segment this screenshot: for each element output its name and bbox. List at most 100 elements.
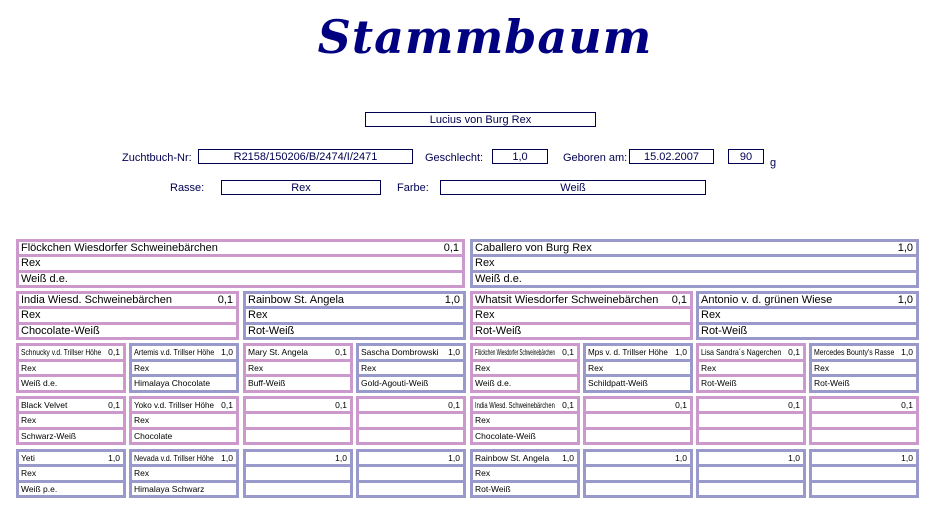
ancestor-farbe-field[interactable]: Rot-Weiß (699, 377, 803, 391)
ancestor-rasse-field[interactable]: Rex (19, 414, 123, 427)
ancestor-farbe-field[interactable] (699, 429, 803, 442)
ancestor-name-field[interactable]: Mercedes Bounty's Rasse 1,0 (812, 346, 916, 359)
ancestor-name-field[interactable]: Schnucky v.d. Trillser Höhe 0,1 (19, 346, 123, 359)
ancestor-rasse-field[interactable]: Rex (19, 361, 123, 375)
ancestor-farbe-field[interactable] (812, 482, 916, 495)
ancestor-rasse-field[interactable] (699, 414, 803, 427)
ancestor-name-field[interactable]: Mps v. d. Trillser Höhe 1,0 (586, 346, 690, 359)
ancestor-farbe-field[interactable]: Chocolate-Weiß (473, 429, 577, 442)
ancestor-rasse-field[interactable] (699, 467, 803, 480)
ancestor-rasse-field[interactable]: Rex (699, 309, 916, 322)
ancestor-farbe-field[interactable]: Rot-Weiß (699, 324, 916, 337)
ancestor-farbe-field[interactable]: Rot-Weiß (473, 324, 690, 337)
ancestor-rasse-field[interactable]: Rex (132, 361, 236, 375)
ancestor-name-field[interactable]: 0,1 (699, 399, 803, 412)
ancestor-farbe-field[interactable] (699, 482, 803, 495)
ancestor-rasse-field[interactable]: Rex (359, 361, 463, 375)
ancestor-name-field[interactable]: Yeti 1,0 (19, 452, 123, 465)
ancestor-rasse-field[interactable]: Rex (246, 309, 463, 322)
ancestor-farbe-field[interactable]: Gold-Agouti-Weiß (359, 377, 463, 391)
ancestor-name-field[interactable]: Lisa Sandra´s Nagerchen 0,1 (699, 346, 803, 359)
ancestor-name-field[interactable]: 0,1 (359, 399, 463, 412)
ancestor-name-field[interactable]: Antonio v. d. grünen Wiese 1,0 (699, 294, 916, 307)
ancestor-name-field[interactable]: 1,0 (359, 452, 463, 465)
ancestor-farbe-field[interactable] (586, 429, 690, 442)
ancestor-rasse-field[interactable] (359, 414, 463, 427)
ancestor-rasse-field[interactable]: Rex (473, 257, 916, 270)
gewicht-field[interactable]: 90 (728, 149, 764, 164)
ancestor-farbe-field[interactable]: Rot-Weiß (473, 482, 577, 495)
ancestor-farbe-field[interactable] (246, 429, 350, 442)
ancestor-farbe-field[interactable]: Himalaya Chocolate (132, 377, 236, 391)
ancestor-farbe-field[interactable]: Chocolate (132, 429, 236, 442)
farbe-field[interactable]: Weiß (440, 180, 706, 195)
ancestor-name-field[interactable]: 1,0 (586, 452, 690, 465)
ancestor-box: Caballero von Burg Rex 1,0 Rex Weiß d.e. (470, 239, 919, 288)
ancestor-rasse-field[interactable]: Rex (699, 361, 803, 375)
ancestor-name-field[interactable]: 1,0 (812, 452, 916, 465)
ancestor-rasse-field[interactable] (812, 467, 916, 480)
ancestor-name-field[interactable]: Flöckchen Wiesdorfer Schweinebärchen 0,1 (473, 346, 577, 359)
ancestor-rasse-field[interactable]: Rex (19, 309, 236, 322)
ancestor-rasse-field[interactable]: Rex (19, 257, 462, 270)
ancestor-farbe-field[interactable]: Weiß d.e. (19, 377, 123, 391)
ancestor-farbe-field[interactable] (359, 482, 463, 495)
ancestor-rasse-field[interactable]: Rex (473, 414, 577, 427)
ancestor-box: Rainbow St. Angela 1,0 Rex Rot-Weiß (470, 449, 580, 498)
ancestor-name-field[interactable]: Sascha Dombrowski 1,0 (359, 346, 463, 359)
ancestor-farbe-field[interactable]: Schildpatt-Weiß (586, 377, 690, 391)
ancestor-farbe-field[interactable]: Himalaya Schwarz (132, 482, 236, 495)
ancestor-rasse-field[interactable] (586, 414, 690, 427)
ancestor-name-field[interactable]: India Wiesd. Schweinebärchen 0,1 (473, 399, 577, 412)
ancestor-farbe-field[interactable]: Weiß d.e. (473, 272, 916, 285)
ancestor-name-field[interactable]: Nevada v.d. Trillser Höhe 1,0 (132, 452, 236, 465)
ancestor-farbe-field[interactable]: Chocolate-Weiß (19, 324, 236, 337)
ancestor-farbe-field[interactable]: Weiß d.e. (473, 377, 577, 391)
ancestor-name-field[interactable]: 0,1 (586, 399, 690, 412)
ancestor-farbe-field[interactable] (586, 482, 690, 495)
ancestor-rasse-field[interactable]: Rex (132, 467, 236, 480)
ancestor-rasse-field[interactable]: Rex (473, 361, 577, 375)
ancestor-rasse-field[interactable]: Rex (473, 467, 577, 480)
ancestor-rasse-field[interactable] (246, 414, 350, 427)
ancestor-name-field[interactable]: Black Velvet 0,1 (19, 399, 123, 412)
ancestor-name-field[interactable]: Whatsit Wiesdorfer Schweinebärchen 0,1 (473, 294, 690, 307)
ancestor-rasse-field[interactable]: Rex (812, 361, 916, 375)
ancestor-sex: 0,1 (446, 399, 460, 411)
ancestor-name-field[interactable]: Flöckchen Wiesdorfer Schweinebärchen 0,1 (19, 242, 462, 255)
rasse-field[interactable]: Rex (221, 180, 381, 195)
geboren-field[interactable]: 15.02.2007 (629, 149, 714, 164)
ancestor-rasse-field[interactable] (246, 467, 350, 480)
ancestor-farbe-field[interactable]: Weiß p.e. (19, 482, 123, 495)
ancestor-farbe-field[interactable]: Weiß d.e. (19, 272, 462, 285)
ancestor-farbe-field[interactable] (812, 429, 916, 442)
ancestor-name-field[interactable]: Mary St. Angela 0,1 (246, 346, 350, 359)
geschlecht-field[interactable]: 1,0 (492, 149, 548, 164)
ancestor-farbe-field[interactable]: Rot-Weiß (246, 324, 463, 337)
ancestor-rasse-field[interactable]: Rex (586, 361, 690, 375)
ancestor-rasse-field[interactable] (359, 467, 463, 480)
ancestor-farbe-field[interactable]: Rot-Weiß (812, 377, 916, 391)
ancestor-rasse-field[interactable]: Rex (19, 467, 123, 480)
ancestor-rasse-field[interactable] (812, 414, 916, 427)
ancestor-farbe-field[interactable] (359, 429, 463, 442)
ancestor-farbe-field[interactable]: Buff-Weiß (246, 377, 350, 391)
ancestor-name-field[interactable]: Rainbow St. Angela 1,0 (473, 452, 577, 465)
ancestor-name-field[interactable]: Rainbow St. Angela 1,0 (246, 294, 463, 307)
ancestor-farbe-field[interactable]: Schwarz-Weiß (19, 429, 123, 442)
ancestor-name-field[interactable]: 1,0 (699, 452, 803, 465)
ancestor-farbe-field[interactable] (246, 482, 350, 495)
animal-name-field[interactable]: Lucius von Burg Rex (365, 112, 596, 127)
ancestor-rasse-field[interactable]: Rex (473, 309, 690, 322)
ancestor-rasse-field[interactable]: Rex (132, 414, 236, 427)
ancestor-name-field[interactable]: 0,1 (812, 399, 916, 412)
ancestor-name-field[interactable]: Caballero von Burg Rex 1,0 (473, 242, 916, 255)
ancestor-rasse-field[interactable]: Rex (246, 361, 350, 375)
ancestor-name-field[interactable]: 1,0 (246, 452, 350, 465)
ancestor-name-field[interactable]: India Wiesd. Schweinebärchen 0,1 (19, 294, 236, 307)
ancestor-name-field[interactable]: Yoko v.d. Trillser Höhe 0,1 (132, 399, 236, 412)
ancestor-name-field[interactable]: 0,1 (246, 399, 350, 412)
ancestor-name-field[interactable]: Artemis v.d. Trillser Höhe 1,0 (132, 346, 236, 359)
ancestor-rasse-field[interactable] (586, 467, 690, 480)
zuchtbuch-field[interactable]: R2158/150206/B/2474/I/2471 (198, 149, 413, 164)
